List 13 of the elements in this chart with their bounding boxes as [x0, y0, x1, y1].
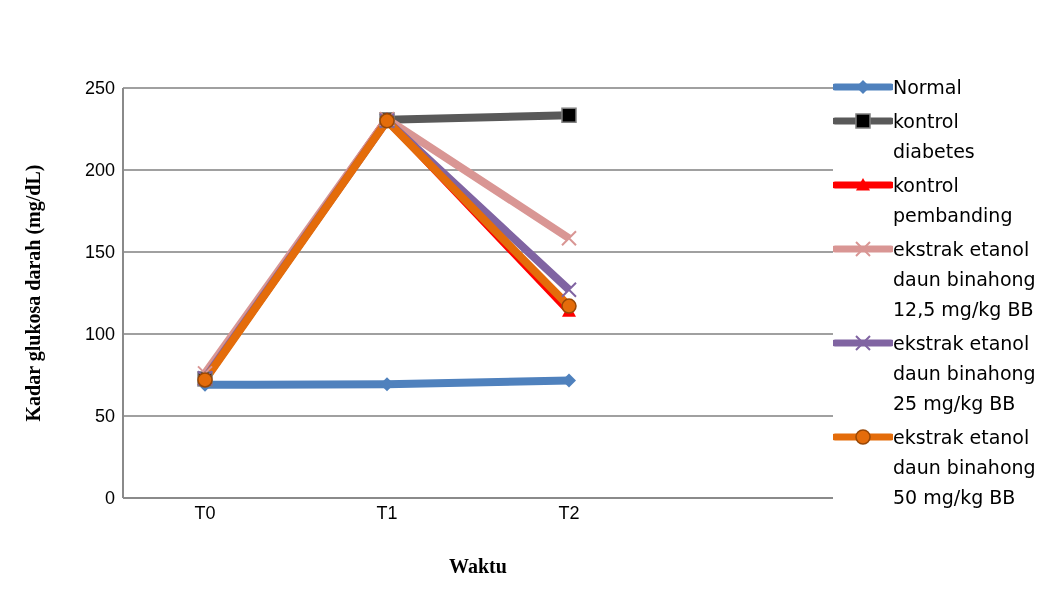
y-tick-label: 100 [84, 324, 115, 345]
y-tick-label: 50 [94, 406, 115, 427]
x-tick-label: T1 [376, 502, 398, 523]
y-tick-label: 200 [84, 160, 115, 181]
x-axis-title: Waktu [449, 555, 507, 577]
y-axis-title: Kadar glukosa darah (mg/dL) [22, 164, 46, 422]
x-tick-label: T0 [194, 502, 216, 523]
y-tick-label: 250 [84, 78, 115, 99]
legend-label: ekstrak etanol daun binahong 50 mg/kg BB [893, 425, 1037, 510]
x-tick-label: T2 [558, 502, 580, 523]
legend-label: Normal [893, 75, 962, 100]
y-tick-label: 0 [104, 488, 115, 509]
y-tick-label: 150 [84, 242, 115, 263]
